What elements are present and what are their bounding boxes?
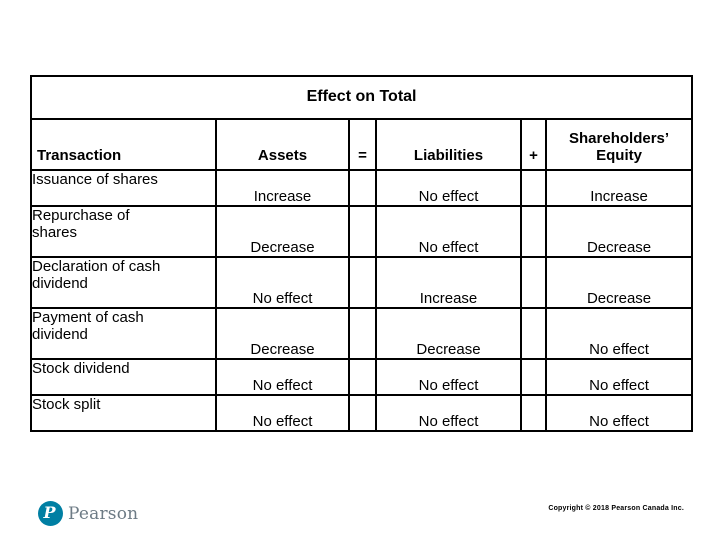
liabilities-effect: Increase [375,256,522,309]
equity-effect: Decrease [544,256,694,309]
plus-gap-cell [520,358,547,396]
equity-effect: No effect [544,394,694,432]
liabilities-effect: Decrease [375,307,522,360]
transaction-label: Payment of cash dividend [30,307,217,360]
column-header-equals-sign: = [348,118,377,171]
liabilities-effect: No effect [375,205,522,258]
liabilities-effect: No effect [375,394,522,432]
assets-effect: No effect [215,358,350,396]
plus-gap-cell [520,205,547,258]
table-row-issuance: Issuance of shares Increase No effect In… [30,169,694,207]
assets-effect: Decrease [215,205,350,258]
effect-on-total-table: Effect on Total Transaction Assets = Lia… [29,75,694,432]
table-title: Effect on Total [29,75,694,120]
transaction-label: Repurchase of shares [30,205,217,258]
copyright-text: Copyright © 2018 Pearson Canada Inc. [548,505,684,512]
equals-gap-cell [348,256,377,309]
column-header-liabilities: Liabilities [375,118,522,171]
liabilities-effect: No effect [375,358,522,396]
plus-gap-cell [520,307,547,360]
transaction-label: Stock split [30,394,217,432]
equity-effect: No effect [544,358,694,396]
column-header-equity: Shareholders’ Equity [544,118,694,171]
plus-gap-cell [520,256,547,309]
equity-effect: Increase [544,169,694,207]
liabilities-effect: No effect [375,169,522,207]
table-row-repurchase: Repurchase of shares Decrease No effect … [30,205,694,258]
table-row-stock-split: Stock split No effect No effect No effec… [30,394,694,432]
equals-gap-cell [348,358,377,396]
equity-effect: No effect [544,307,694,360]
plus-gap-cell [520,169,547,207]
table-row-stock-dividend: Stock dividend No effect No effect No ef… [30,358,694,396]
equals-gap-cell [348,394,377,432]
equity-effect: Decrease [544,205,694,258]
table-header-row: Transaction Assets = Liabilities + Share… [30,118,694,171]
table-title-row: Effect on Total [29,75,694,120]
transaction-label: Issuance of shares [30,169,217,207]
plus-gap-cell [520,394,547,432]
transaction-label: Stock dividend [30,358,217,396]
assets-effect: No effect [215,394,350,432]
column-header-plus-sign: + [520,118,547,171]
pearson-logo: P Pearson [38,501,138,526]
pearson-wordmark: Pearson [68,503,139,524]
table-row-declaration: Declaration of cash dividend No effect I… [30,256,694,309]
assets-effect: No effect [215,256,350,309]
column-header-assets: Assets [215,118,350,171]
assets-effect: Increase [215,169,350,207]
table-row-payment: Payment of cash dividend Decrease Decrea… [30,307,694,360]
column-header-transaction: Transaction [30,118,217,171]
assets-effect: Decrease [215,307,350,360]
transaction-label: Declaration of cash dividend [30,256,217,309]
equals-gap-cell [348,307,377,360]
pearson-circle-icon: P [38,501,63,526]
equals-gap-cell [348,205,377,258]
equals-gap-cell [348,169,377,207]
pearson-p-glyph: P [43,502,56,522]
